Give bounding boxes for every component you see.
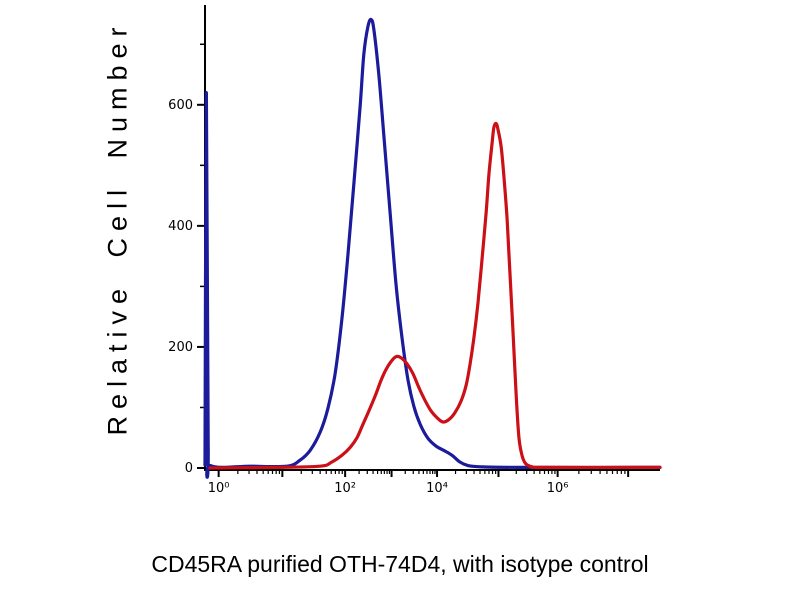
chart-title: CD45RA purified OTH-74D4, with isotype c… (151, 551, 649, 577)
x-tick-label: 10⁰ (208, 481, 230, 496)
x-tick-label: 10⁴ (426, 481, 448, 496)
y-tick-label: 400 (168, 219, 193, 234)
y-tick-label: 200 (168, 340, 193, 355)
x-tick-label: 10² (334, 481, 356, 496)
y-axis-label: Relative Cell Number (102, 20, 133, 436)
y-tick-label: 0 (185, 461, 193, 476)
x-tick-label: 10⁶ (547, 481, 569, 496)
curve-cd45ra-purified-oth-74d4 (208, 121, 662, 470)
curve-isotype-control (203, 17, 662, 479)
chart-canvas: 0 200 400 600 10⁰ 10² 10⁴ 10⁶ (168, 5, 662, 496)
y-tick-label: 600 (168, 98, 193, 113)
